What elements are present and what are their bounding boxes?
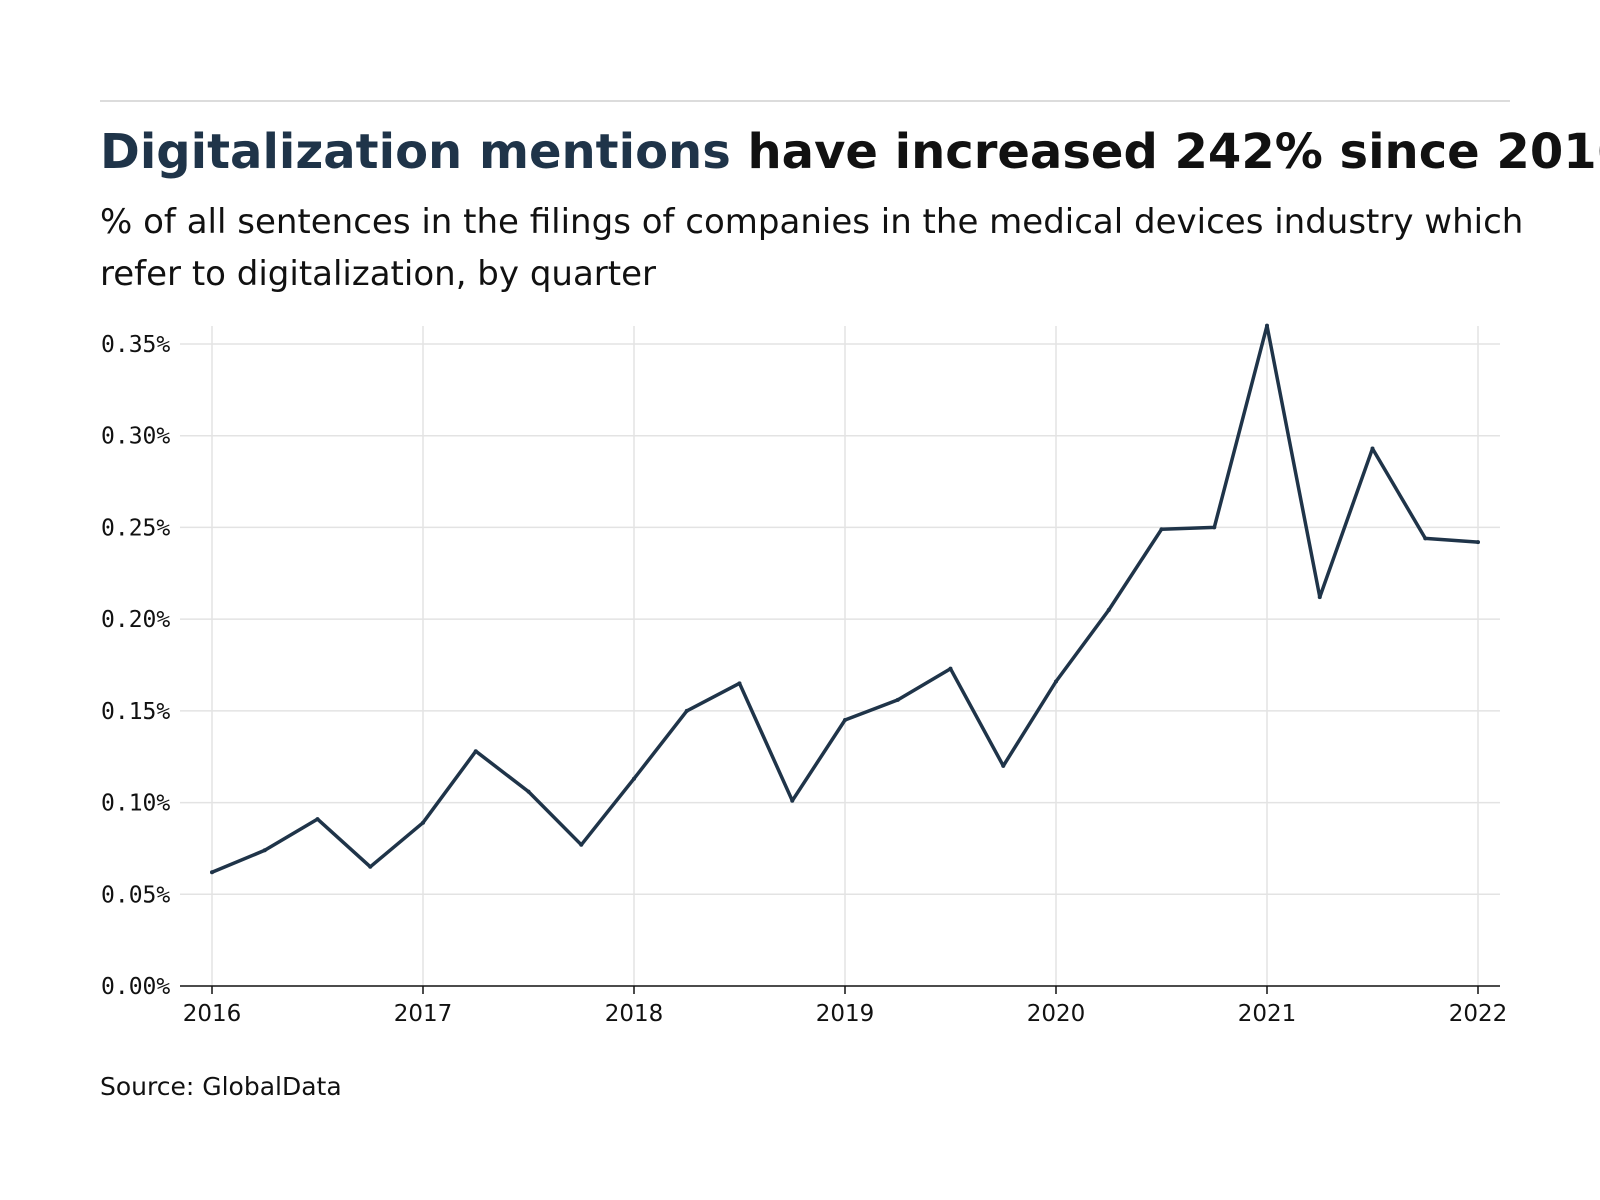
y-tick-label: 0.20%: [101, 607, 170, 633]
y-tick-label: 0.25%: [101, 515, 170, 541]
data-point: [526, 789, 531, 794]
data-point: [1106, 607, 1111, 612]
x-tick-label: 2020: [1027, 1001, 1086, 1027]
source-note: Source: GlobalData: [100, 1072, 342, 1101]
title-rest: have increased 242% since 2016: [730, 124, 1600, 180]
data-point: [1476, 540, 1480, 545]
data-point: [843, 718, 847, 723]
y-tick-label: 0.30%: [101, 424, 170, 450]
data-point: [421, 820, 425, 825]
data-point: [1317, 595, 1322, 600]
y-tick-label: 0.35%: [101, 332, 170, 358]
title-highlight: Digitalization mentions: [100, 124, 731, 180]
data-point: [895, 697, 900, 702]
data-point: [1001, 763, 1006, 768]
data-point: [315, 817, 320, 822]
data-point: [210, 870, 214, 875]
page-title: Digitalization mentions have increased 2…: [100, 122, 1600, 182]
data-point: [684, 708, 689, 713]
data-point: [790, 798, 795, 803]
x-tick-label: 2018: [605, 1001, 664, 1027]
data-point: [1054, 679, 1058, 684]
data-point: [1159, 527, 1164, 532]
x-tick-label: 2019: [816, 1001, 875, 1027]
y-tick-label: 0.00%: [101, 974, 170, 1000]
data-point: [737, 681, 742, 686]
data-point: [1423, 536, 1428, 541]
x-tick-label: 2022: [1449, 1001, 1508, 1027]
data-point: [948, 666, 953, 671]
data-point: [262, 848, 267, 853]
data-point: [368, 864, 373, 869]
data-point: [1265, 323, 1269, 328]
data-point: [632, 776, 636, 781]
y-tick-label: 0.10%: [101, 791, 170, 817]
chart-subtitle: % of all sentences in the filings of com…: [100, 202, 1524, 294]
data-point: [579, 842, 584, 847]
top-rule: [100, 100, 1510, 102]
x-tick-label: 2016: [183, 1001, 242, 1027]
x-tick-label: 2017: [394, 1001, 453, 1027]
data-point: [473, 749, 478, 754]
y-tick-label: 0.05%: [101, 882, 170, 908]
data-point: [1370, 446, 1375, 451]
x-tick-label: 2021: [1238, 1001, 1297, 1027]
data-point: [1212, 525, 1217, 530]
y-tick-label: 0.15%: [101, 699, 170, 725]
